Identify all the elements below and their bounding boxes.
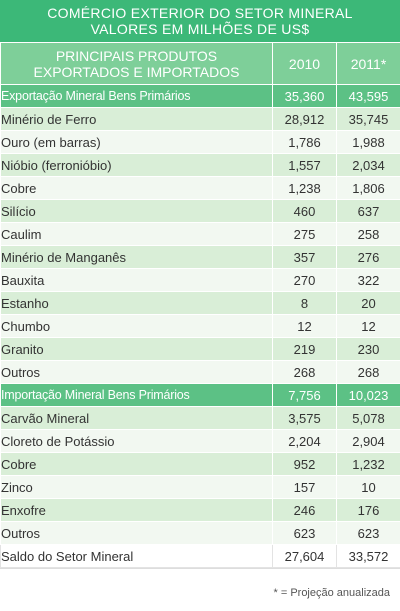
header-products-line-2: EXPORTADOS E IMPORTADOS [33,63,240,80]
product-name-cell: Minério de Manganês [0,245,273,269]
value-2010-cell: 7,756 [272,383,337,407]
table-row: Cloreto de Potássio 2,204 2,904 [0,429,400,453]
product-name-cell: Bauxita [0,268,273,292]
value-2011-cell: 10 [336,475,400,499]
product-name-cell: Caulim [0,222,273,246]
total-row: Saldo do Setor Mineral 27,604 33,572 [0,544,400,568]
value-2010-cell: 357 [272,245,337,269]
value-2010-cell: 27,604 [272,544,337,568]
value-2010-cell: 1,786 [272,130,337,154]
product-name-cell: Granito [0,337,273,361]
footnote: * = Projeção anualizada [273,587,391,599]
header-year-2011: 2011* [336,42,400,85]
table-body: Exportação Mineral Bens Primários 35,360 4… [0,84,400,568]
value-2011-cell: 637 [336,199,400,223]
product-name-cell: Nióbio (ferronióbio) [0,153,273,177]
table-row: Ouro (em barras) 1,786 1,988 [0,130,400,154]
value-2010-cell: 270 [272,268,337,292]
value-2011-cell: 5,078 [336,406,400,430]
table-row: Bauxita 270 322 [0,268,400,292]
table-row: Silício 460 637 [0,199,400,223]
header-products: PRINCIPAIS PRODUTOS EXPORTADOS E IMPORTA… [0,42,273,85]
value-2011-cell: 10,023 [336,383,400,407]
table-row: Granito 219 230 [0,337,400,361]
table-row: Cobre 952 1,232 [0,452,400,476]
table-row: Outros 623 623 [0,521,400,545]
header-year-2010: 2010 [272,42,337,85]
value-2011-cell: 258 [336,222,400,246]
value-2011-cell: 276 [336,245,400,269]
value-2011-cell: 2,904 [336,429,400,453]
product-name-cell: Cobre [0,452,273,476]
table-row: Caulim 275 258 [0,222,400,246]
table-row: Chumbo 12 12 [0,314,400,338]
product-name-cell: Outros [0,521,273,545]
title-line-1: COMÉRCIO EXTERIOR DO SETOR MINERAL [47,5,353,21]
table-title: COMÉRCIO EXTERIOR DO SETOR MINERAL VALOR… [0,0,400,42]
value-2011-cell: 268 [336,360,400,384]
table-row: Zinco 157 10 [0,475,400,499]
product-name-cell: Saldo do Setor Mineral [0,544,273,568]
value-2010-cell: 952 [272,452,337,476]
value-2010-cell: 1,238 [272,176,337,200]
table-row: Cobre 1,238 1,806 [0,176,400,200]
value-2010-cell: 246 [272,498,337,522]
value-2010-cell: 219 [272,337,337,361]
value-2010-cell: 1,557 [272,153,337,177]
value-2010-cell: 8 [272,291,337,315]
value-2010-cell: 275 [272,222,337,246]
value-2010-cell: 157 [272,475,337,499]
product-name-cell: Carvão Mineral [0,406,273,430]
table-row: Carvão Mineral 3,575 5,078 [0,406,400,430]
table-row: Estanho 8 20 [0,291,400,315]
product-name-cell: Minério de Ferro [0,107,273,131]
product-name-cell: Outros [0,360,273,384]
product-name-cell: Importação Mineral Bens Primários [0,383,273,407]
section-row: Importação Mineral Bens Primários 7,756 10… [0,383,400,407]
value-2011-cell: 33,572 [336,544,400,568]
value-2011-cell: 1,988 [336,130,400,154]
value-2010-cell: 3,575 [272,406,337,430]
header-row: PRINCIPAIS PRODUTOS EXPORTADOS E IMPORTA… [0,42,400,85]
product-name-cell: Zinco [0,475,273,499]
table-row: Nióbio (ferronióbio) 1,557 2,034 [0,153,400,177]
value-2011-cell: 176 [336,498,400,522]
value-2011-cell: 35,745 [336,107,400,131]
value-2011-cell: 20 [336,291,400,315]
product-name-cell: Cobre [0,176,273,200]
value-2010-cell: 35,360 [272,84,337,108]
product-name-cell: Cloreto de Potássio [0,429,273,453]
title-line-2: VALORES EM MILHÕES DE US$ [90,21,310,37]
value-2010-cell: 460 [272,199,337,223]
value-2010-cell: 2,204 [272,429,337,453]
product-name-cell: Chumbo [0,314,273,338]
section-row: Exportação Mineral Bens Primários 35,360 4… [0,84,400,108]
product-name-cell: Estanho [0,291,273,315]
table-row: Enxofre 246 176 [0,498,400,522]
header-products-line-1: PRINCIPAIS PRODUTOS [55,47,218,64]
product-name-cell: Ouro (em barras) [0,130,273,154]
value-2011-cell: 322 [336,268,400,292]
value-2011-cell: 1,806 [336,176,400,200]
data-table: PRINCIPAIS PRODUTOS EXPORTADOS E IMPORTA… [0,42,400,568]
table-row: Minério de Ferro 28,912 35,745 [0,107,400,131]
value-2010-cell: 268 [272,360,337,384]
value-2010-cell: 28,912 [272,107,337,131]
product-name-cell: Enxofre [0,498,273,522]
product-name-cell: Silício [0,199,273,223]
value-2011-cell: 2,034 [336,153,400,177]
value-2011-cell: 230 [336,337,400,361]
value-2010-cell: 12 [272,314,337,338]
value-2011-cell: 12 [336,314,400,338]
product-name-cell: Exportação Mineral Bens Primários [0,84,273,108]
value-2011-cell: 623 [336,521,400,545]
table-row: Outros 268 268 [0,360,400,384]
table-row: Minério de Manganês 357 276 [0,245,400,269]
value-2010-cell: 623 [272,521,337,545]
footer-divider [0,568,400,569]
value-2011-cell: 1,232 [336,452,400,476]
value-2011-cell: 43,595 [336,84,400,108]
